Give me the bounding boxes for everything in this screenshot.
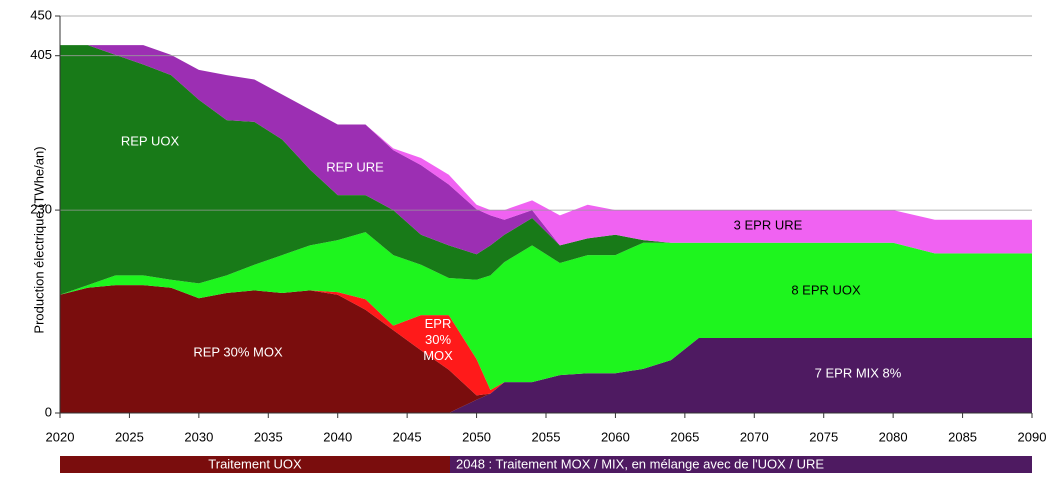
x-tick-label: 2050 xyxy=(462,429,491,444)
phase-bar xyxy=(60,456,450,473)
phase-bar xyxy=(450,456,1032,473)
x-tick-label: 2020 xyxy=(46,429,75,444)
series-label: 3 EPR URE xyxy=(734,217,803,232)
x-tick-label: 2035 xyxy=(254,429,283,444)
area xyxy=(60,232,1032,391)
area xyxy=(60,45,1032,255)
phase-label: Traitement UOX xyxy=(208,456,302,471)
y-tick-label: 450 xyxy=(30,7,52,22)
x-tick-label: 2085 xyxy=(948,429,977,444)
area xyxy=(60,45,1032,295)
series-label: REP URE xyxy=(326,159,384,174)
y-tick-label: 405 xyxy=(30,47,52,62)
x-tick-label: 2065 xyxy=(670,429,699,444)
series-label-box: EPR 30% MOX xyxy=(423,316,453,363)
x-tick-label: 2045 xyxy=(393,429,422,444)
area xyxy=(60,285,1032,413)
x-tick-label: 2055 xyxy=(532,429,561,444)
series-label: 8 EPR UOX xyxy=(791,282,861,297)
x-tick-label: 2030 xyxy=(184,429,213,444)
x-tick-label: 2075 xyxy=(809,429,838,444)
x-tick-label: 2025 xyxy=(115,429,144,444)
y-tick-label: 0 xyxy=(45,404,52,419)
series-label: EPR 30% MOX xyxy=(423,316,453,363)
series-label: REP 30% MOX xyxy=(193,344,283,359)
area xyxy=(60,338,1032,413)
y-axis-label: Production électrique (TWhe/an) xyxy=(31,146,46,333)
series-label: 7 EPR MIX 8% xyxy=(815,365,902,380)
x-tick-label: 2070 xyxy=(740,429,769,444)
area xyxy=(60,45,1032,254)
x-tick-label: 2080 xyxy=(879,429,908,444)
x-tick-label: 2040 xyxy=(323,429,352,444)
phase-label: 2048 : Traitement MOX / MIX, en mélange … xyxy=(456,456,824,471)
y-tick-label: 230 xyxy=(30,202,52,217)
x-tick-label: 2090 xyxy=(1018,429,1047,444)
x-tick-label: 2060 xyxy=(601,429,630,444)
series-label: REP UOX xyxy=(121,133,180,148)
